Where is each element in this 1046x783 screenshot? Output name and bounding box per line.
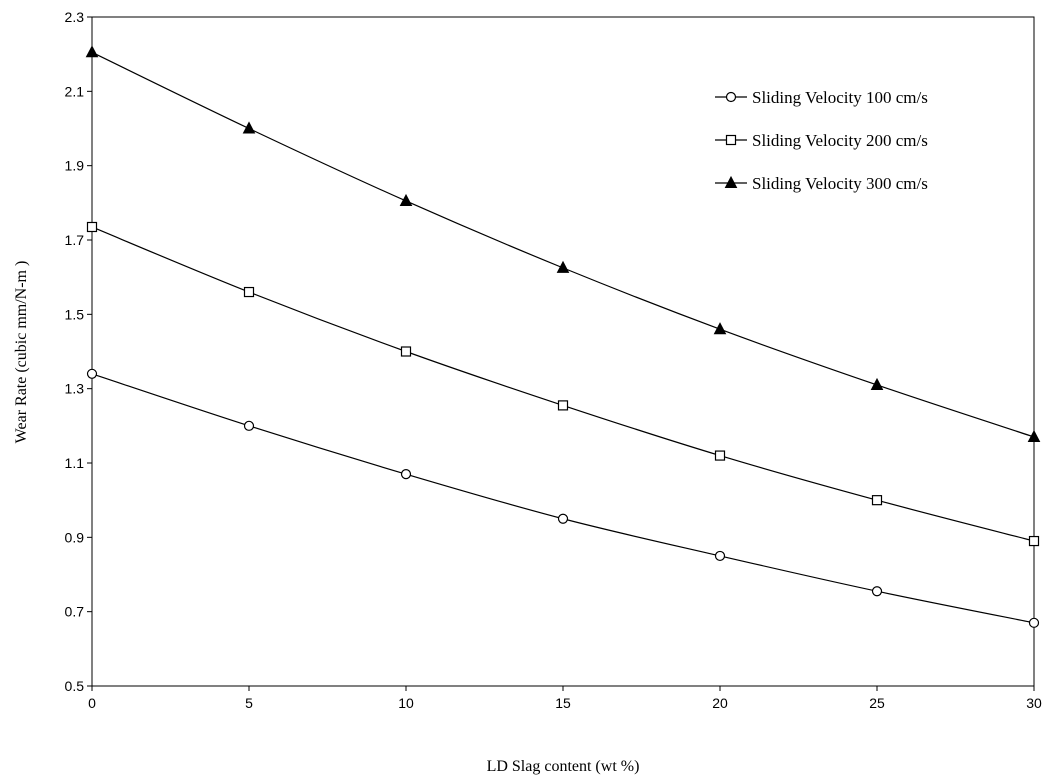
data-point [400,346,412,357]
data-point [86,368,98,379]
data-point [556,260,570,273]
y-tick-label: 2.3 [65,9,85,25]
y-tick-label: 1.1 [65,455,85,471]
legend-item: Sliding Velocity 300 cm/s [715,174,928,193]
plot-area [91,16,1035,687]
data-point [557,513,569,524]
legend-label: Sliding Velocity 100 cm/s [752,88,928,107]
legend-marker [725,91,737,103]
data-point [870,377,884,390]
legend-item: Sliding Velocity 100 cm/s [715,88,928,107]
x-tick-label: 5 [245,695,253,711]
data-point [714,550,726,562]
data-point [871,495,883,506]
series-1 [86,368,1040,628]
data-point [1027,429,1041,442]
x-axis-title: LD Slag content (wt %) [487,758,640,775]
x-tick-label: 15 [555,695,571,711]
data-point [1028,535,1040,547]
series-layer [85,45,1041,628]
x-tick-label: 0 [88,695,96,711]
y-axis: 0.5 0.7 0.9 1.1 1.3 1.5 1.7 1.9 2.1 2.3 [65,9,92,694]
y-tick-label: 0.5 [65,678,85,694]
data-point [399,193,413,206]
y-tick-label: 0.9 [65,529,85,545]
legend-label: Sliding Velocity 200 cm/s [752,131,928,150]
data-point [85,45,99,58]
legend: Sliding Velocity 100 cm/s Sliding Velocit… [715,88,928,193]
data-point [243,420,255,431]
data-point [713,322,727,335]
data-point [243,286,255,298]
y-tick-label: 1.7 [65,232,85,248]
y-tick-label: 2.1 [65,83,85,99]
legend-item: Sliding Velocity 200 cm/s [715,131,928,150]
x-tick-label: 10 [398,695,414,711]
legend-label: Sliding Velocity 300 cm/s [752,174,928,193]
y-tick-label: 1.5 [65,306,85,322]
legend-marker [724,175,738,188]
y-tick-label: 0.7 [65,604,85,620]
series-3 [85,45,1041,442]
x-tick-label: 25 [869,695,885,711]
data-point [1028,617,1040,628]
y-tick-label: 1.9 [65,158,85,174]
x-tick-label: 30 [1026,695,1042,711]
series-2 [86,221,1040,547]
data-point [714,450,726,461]
data-point [400,469,412,480]
data-point [242,121,256,134]
y-tick-label: 1.3 [65,381,85,397]
data-point [86,221,98,233]
x-axis: 0 5 10 15 20 25 30 [88,686,1042,711]
data-point [557,400,569,411]
legend-marker [725,134,737,146]
y-axis-title: Wear Rate (cubic mm/N-m ) [13,261,30,444]
data-point [871,586,883,597]
x-tick-label: 20 [712,695,728,711]
